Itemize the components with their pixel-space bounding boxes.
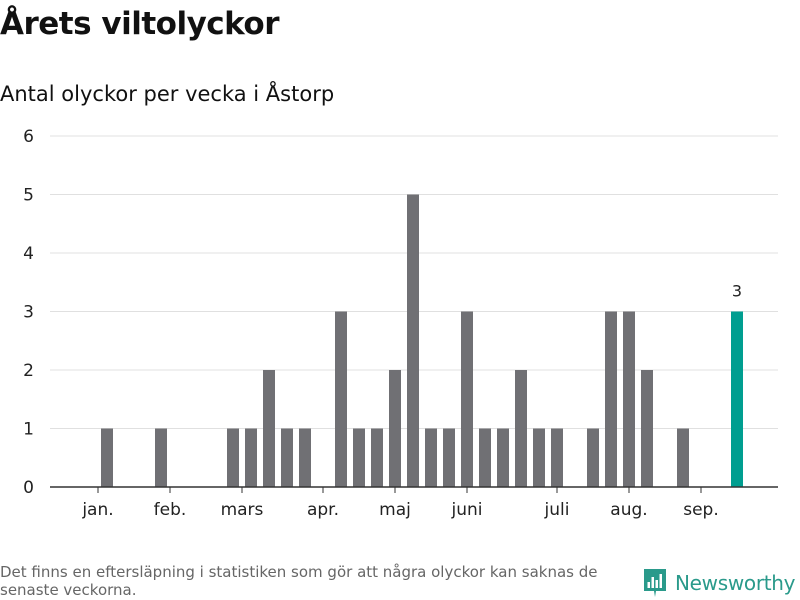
y-axis-ticks: 0 1 2 3 4 5 6 [23,127,34,498]
y-tick-label: 1 [23,420,34,440]
x-tick-label: apr. [307,500,339,520]
chart-title: Årets viltolyckor [0,6,280,42]
bar [371,428,383,487]
x-tick-label: maj [379,500,411,520]
y-tick-label: 2 [23,361,34,381]
bar [497,428,509,487]
bar [587,428,599,487]
bars [101,194,743,487]
brand-name: Newsworthy [675,571,796,595]
x-tick-label: aug. [610,500,647,520]
highlight-data-label: 3 [732,282,742,301]
newsworthy-chart-icon [644,569,666,597]
x-tick-label: mars [221,500,264,520]
highlight-bar [731,311,743,487]
y-tick-label: 6 [23,127,34,147]
bar [425,428,437,487]
bar-chart: 0 1 2 3 4 5 6 jan. feb. mars apr. maj juni juli aug. s… [23,127,778,520]
bar [227,428,239,487]
bar [461,311,473,487]
bar [407,194,419,487]
bar [263,370,275,487]
bar [299,428,311,487]
bar [641,370,653,487]
bar [245,428,257,487]
bar [479,428,491,487]
footnote: Det finns en eftersläpning i statistiken… [0,563,598,599]
x-tick-label: jan. [81,500,113,520]
bar [533,428,545,487]
x-tick-label: juli [544,500,570,520]
data-labels: 3 [732,282,742,301]
bar [155,428,167,487]
newsworthy-logo[interactable]: Newsworthy [643,568,796,598]
bar [623,311,635,487]
chart-subtitle: Antal olyckor per vecka i Åstorp [0,82,335,106]
bar [335,311,347,487]
bar [515,370,527,487]
y-tick-label: 3 [23,303,34,323]
bar [353,428,365,487]
x-tick-label: sep. [683,500,719,520]
x-axis-ticks: jan. feb. mars apr. maj juni juli aug. sep. [81,487,719,520]
bar [389,370,401,487]
bar [677,428,689,487]
bar [281,428,293,487]
y-tick-label: 5 [23,186,34,206]
y-tick-label: 4 [23,244,34,264]
bar [551,428,563,487]
x-tick-label: juni [451,500,483,520]
bar [605,311,617,487]
y-tick-label: 0 [23,478,34,498]
bar [101,428,113,487]
x-tick-label: feb. [154,500,187,520]
bar [443,428,455,487]
